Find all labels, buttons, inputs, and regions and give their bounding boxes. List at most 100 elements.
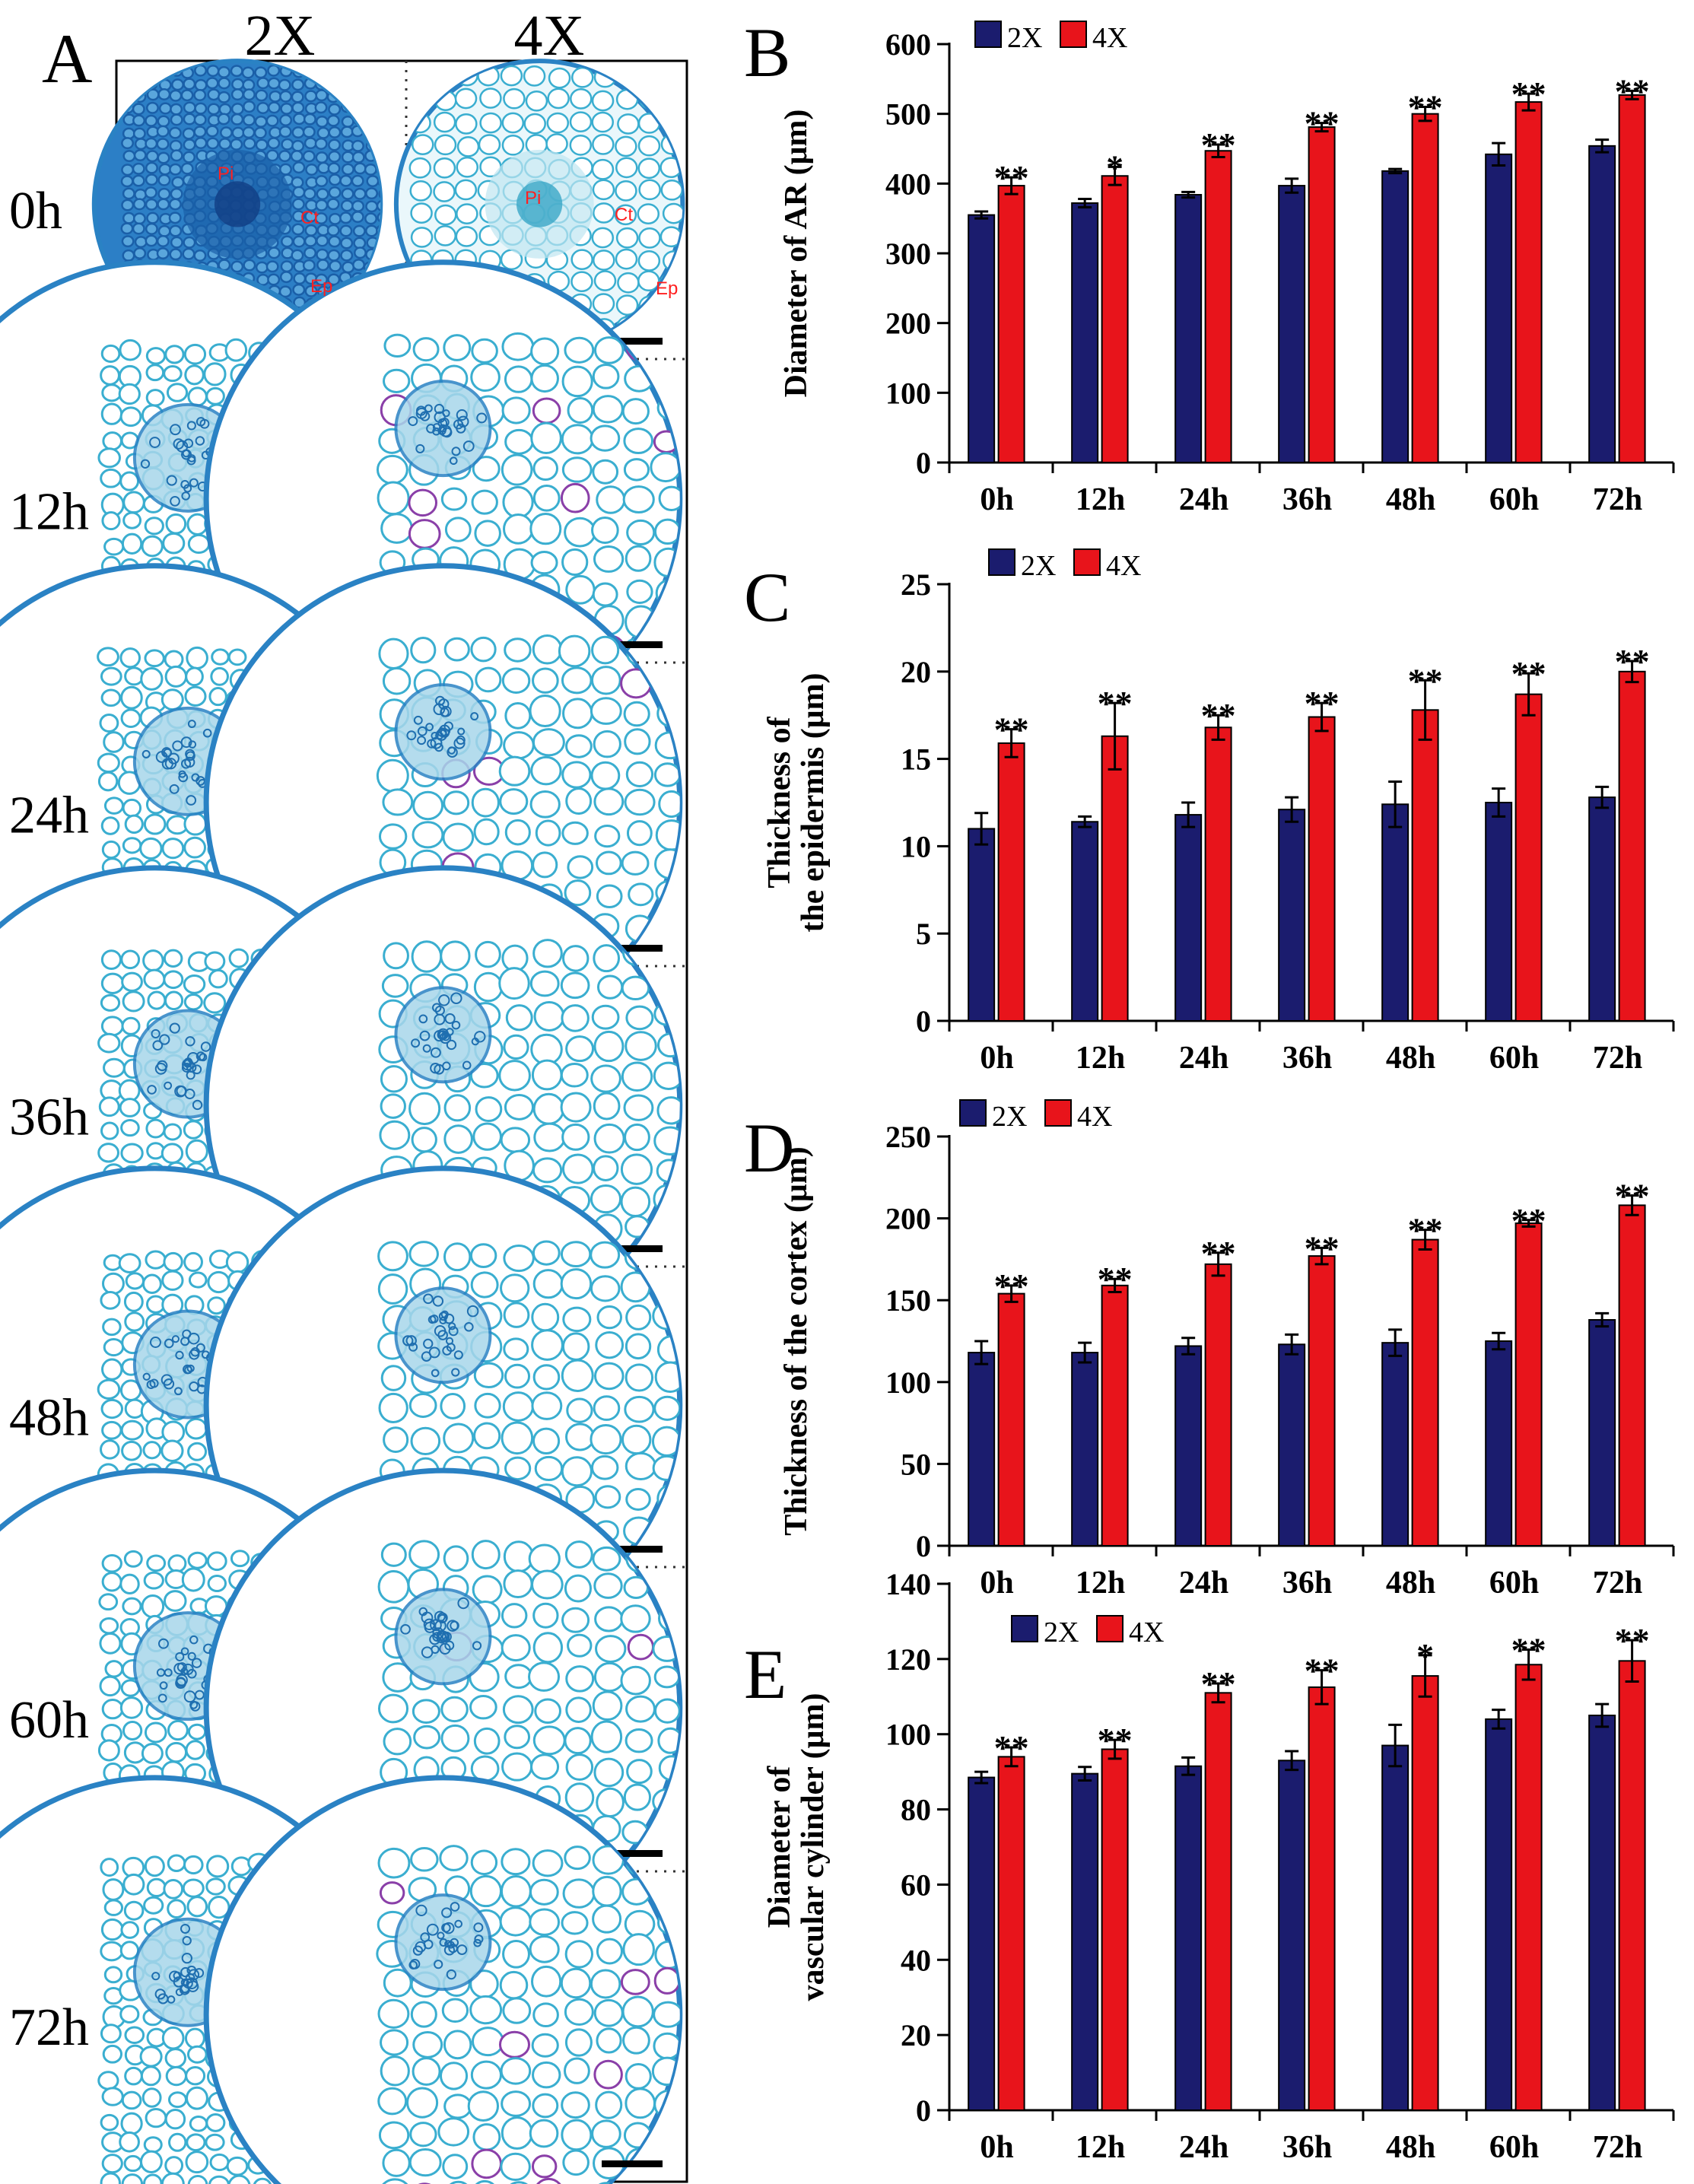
cell <box>529 1934 560 1963</box>
y-tick-label: 250 <box>885 1120 931 1154</box>
cell <box>328 186 342 199</box>
vascular-cell <box>437 1612 448 1623</box>
cell <box>688 365 714 387</box>
cell <box>717 916 742 941</box>
cell <box>688 1601 714 1629</box>
bar-4x-48h <box>1411 113 1439 464</box>
cell <box>653 518 680 545</box>
y-tick-label: 0 <box>916 446 931 480</box>
tissue-labels: Pi Ct Ep Pi Ct Ep <box>218 164 678 299</box>
cell <box>689 1003 713 1027</box>
cell <box>278 150 291 163</box>
cell <box>157 173 171 186</box>
vascular-cell <box>180 1667 189 1676</box>
cell <box>719 944 745 968</box>
cell <box>716 1362 745 1389</box>
bar-2x-60h <box>1485 153 1513 463</box>
cell <box>502 485 534 519</box>
cell <box>328 138 341 151</box>
cell <box>161 688 184 711</box>
cell <box>686 699 710 722</box>
cell <box>685 2033 713 2058</box>
cell <box>656 699 680 728</box>
cell <box>687 1879 712 1901</box>
cell <box>165 513 187 535</box>
cell <box>352 259 365 272</box>
cell <box>382 2148 411 2177</box>
cell <box>267 64 281 77</box>
vascular-cell <box>164 1668 173 1677</box>
cell <box>593 1757 625 1788</box>
cell <box>663 340 683 348</box>
cell <box>719 2094 744 2118</box>
cell <box>503 731 535 760</box>
cell <box>143 2173 163 2184</box>
cell <box>411 134 434 155</box>
cell <box>413 1725 441 1750</box>
cell <box>623 458 650 482</box>
cell <box>120 1921 140 1939</box>
cell <box>170 113 183 126</box>
cell <box>592 1690 623 1721</box>
x-tick-label: 60h <box>1489 1041 1539 1076</box>
cell <box>122 187 135 200</box>
cell <box>142 949 164 972</box>
vascular-cell <box>426 424 436 434</box>
row-label-24h: 24h <box>9 787 89 845</box>
cell <box>500 65 523 87</box>
cell <box>685 2151 714 2178</box>
cell <box>714 1520 744 1546</box>
cell <box>377 1847 411 1879</box>
cell <box>688 456 716 485</box>
cell <box>100 816 120 835</box>
cell <box>366 90 380 103</box>
vascular-cell <box>187 454 196 463</box>
cell <box>100 2113 119 2132</box>
cell <box>717 1572 742 1597</box>
cell <box>354 65 367 78</box>
cell <box>291 249 304 262</box>
cell <box>380 1093 406 1119</box>
vascular-cell <box>186 1980 199 1992</box>
cell <box>167 1554 187 1573</box>
cell <box>547 87 570 110</box>
cell <box>377 2087 408 2116</box>
cell <box>170 236 183 249</box>
cell <box>341 163 354 176</box>
cell <box>717 1905 745 1932</box>
cell <box>686 948 711 970</box>
cell <box>617 272 640 294</box>
row-label-36h: 36h <box>9 1089 89 1147</box>
cell <box>561 365 593 398</box>
cell <box>139 2046 163 2068</box>
cell <box>157 88 171 100</box>
cell <box>184 2027 205 2049</box>
cell <box>623 428 654 455</box>
cell <box>186 2045 208 2064</box>
cell <box>684 1454 710 1480</box>
vascular-cell <box>451 1020 461 1030</box>
cell <box>592 134 615 155</box>
cell <box>593 1362 625 1391</box>
x-tick-label: 12h <box>1076 2130 1125 2165</box>
panel-a-letter: A <box>42 20 92 97</box>
significance-marker: ** <box>1305 1652 1340 1690</box>
vascular-cells <box>408 1902 484 1980</box>
cell <box>97 752 120 774</box>
cell <box>623 1783 652 1811</box>
cell <box>205 77 219 90</box>
cell <box>525 90 548 112</box>
cell <box>440 1393 466 1419</box>
cell <box>100 949 122 971</box>
cell <box>376 758 409 793</box>
cell <box>686 1306 713 1330</box>
significance-marker: ** <box>1201 696 1236 735</box>
cell <box>621 398 650 425</box>
cell <box>571 66 594 88</box>
vascular-cell <box>173 438 185 450</box>
vascular-cell <box>173 1976 185 1988</box>
legend-label-2x: 2X <box>1044 1617 1079 1648</box>
cell <box>169 224 183 237</box>
cell <box>255 89 269 102</box>
